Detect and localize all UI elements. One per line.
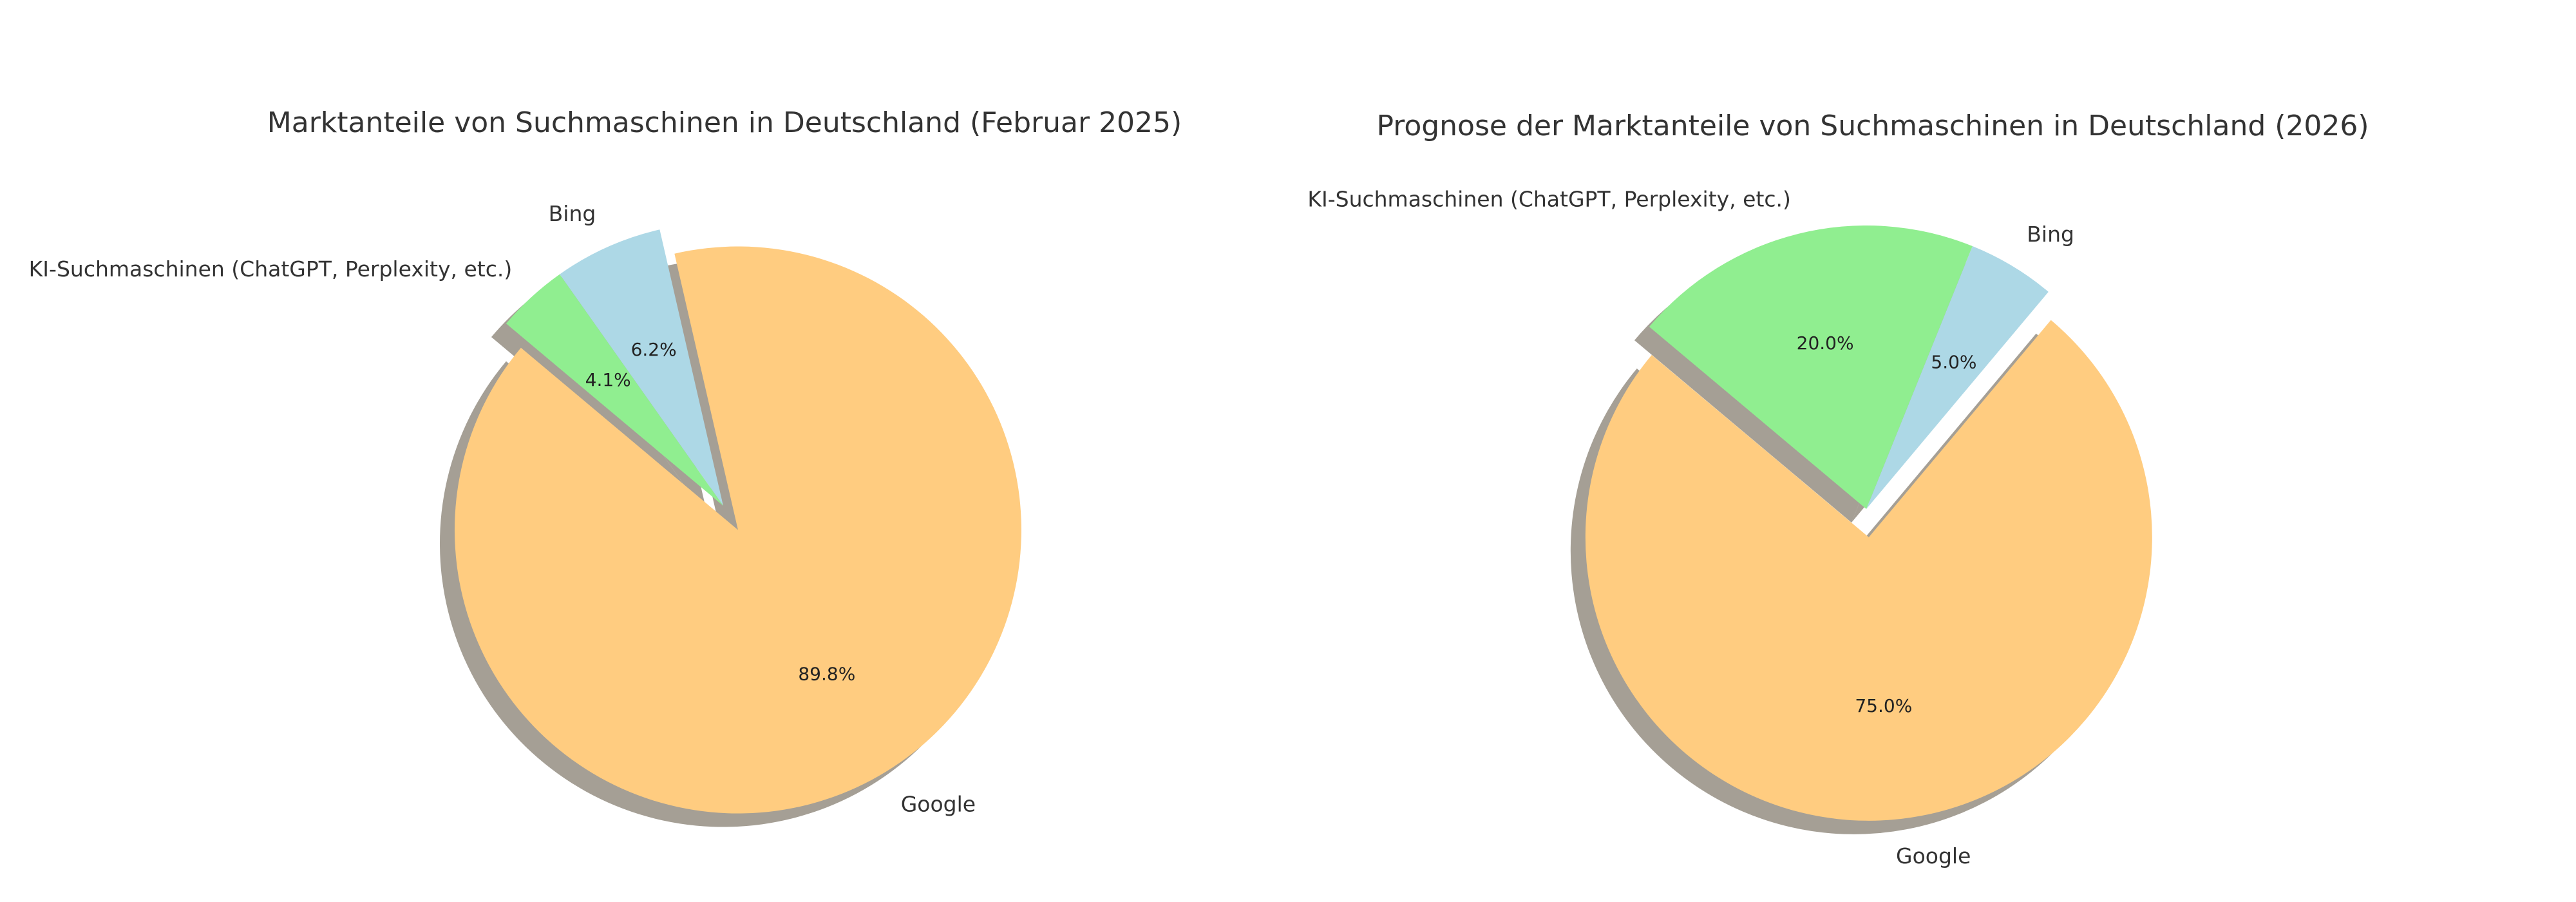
chart-market-share-2026-forecast: Prognose der Marktanteile von Suchmaschi… xyxy=(1307,110,2369,868)
value-label-bing: 5.0% xyxy=(1931,352,1976,373)
category-label-google: Google xyxy=(901,791,976,816)
slice-bing xyxy=(1866,246,2049,509)
chart-title: Prognose der Marktanteile von Suchmaschi… xyxy=(1376,110,2369,142)
category-label-bing: Bing xyxy=(549,201,596,226)
slice-ki-suchmaschinen xyxy=(506,274,723,506)
slice-ki-suchmaschinen xyxy=(1649,225,1973,509)
category-label-ki-suchmaschinen: KI-Suchmaschinen (ChatGPT, Perplexity, e… xyxy=(29,256,513,282)
chart-title: Marktanteile von Suchmaschinen in Deutsc… xyxy=(267,106,1182,139)
value-label-ki-suchmaschinen: 4.1% xyxy=(585,369,631,390)
slice-google xyxy=(454,246,1021,814)
category-label-ki-suchmaschinen: KI-Suchmaschinen (ChatGPT, Perplexity, e… xyxy=(1307,186,1791,211)
chart-market-share-2025: Marktanteile von Suchmaschinen in Deutsc… xyxy=(29,106,1182,827)
slice-google xyxy=(1585,320,2152,821)
value-label-bing: 6.2% xyxy=(631,339,677,360)
slice-bing xyxy=(560,229,723,506)
category-label-google: Google xyxy=(1896,843,1971,868)
category-label-bing: Bing xyxy=(2027,222,2074,247)
value-label-ki-suchmaschinen: 20.0% xyxy=(1797,332,1854,354)
value-label-google: 75.0% xyxy=(1855,695,1912,716)
value-label-google: 89.8% xyxy=(798,664,855,685)
